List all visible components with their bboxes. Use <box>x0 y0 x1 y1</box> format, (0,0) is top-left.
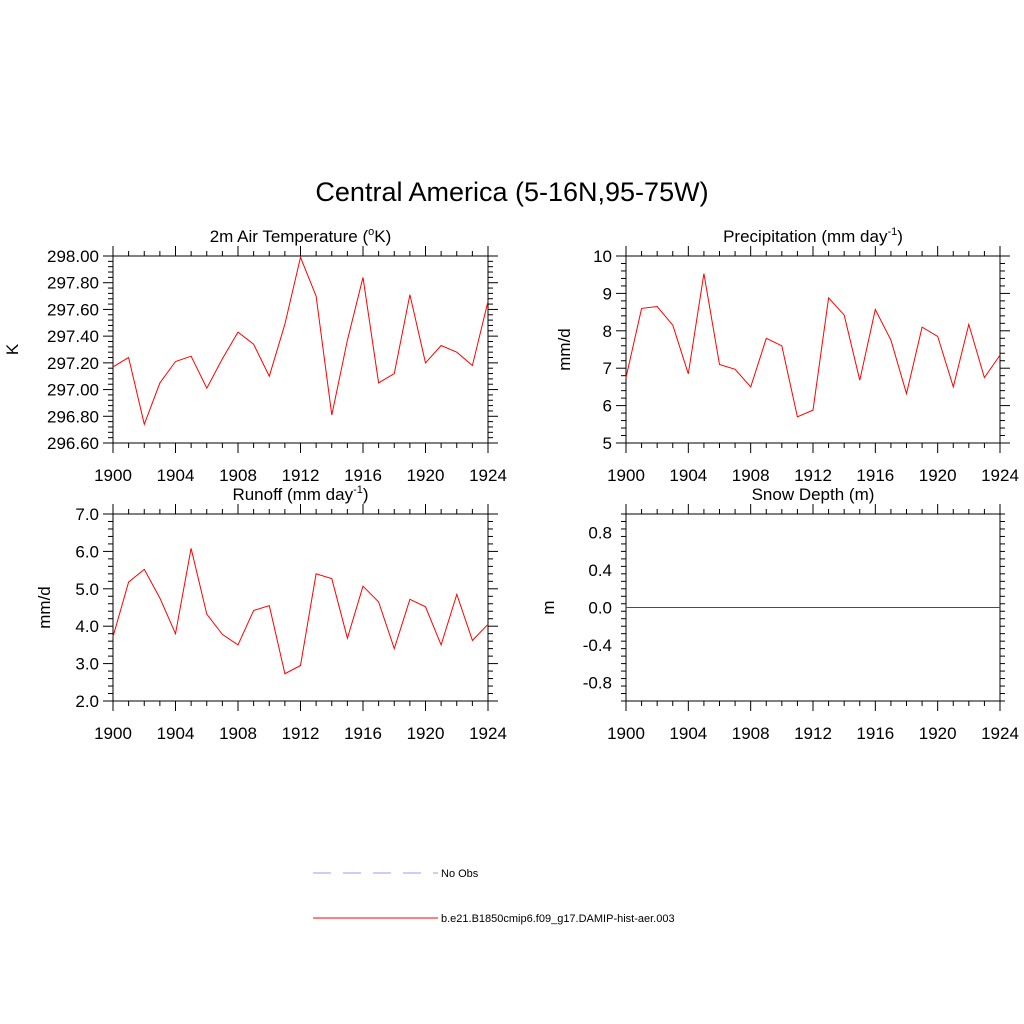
x-tick-label: 1908 <box>219 724 257 743</box>
x-tick-label: 1908 <box>732 466 770 485</box>
y-axis-label: mm/d <box>555 328 574 371</box>
panel-air-temperature: 2m Air Temperature (oK) K 1900 1904 1908 1912… <box>3 226 507 485</box>
x-tick-label: 1912 <box>794 724 832 743</box>
panel-title-text: Snow Depth (m) <box>752 485 875 504</box>
panel-title-superscript: o <box>368 226 374 238</box>
y-tick-label: 4.0 <box>75 617 99 636</box>
x-tick-label: 1912 <box>794 466 832 485</box>
y-tick-label: 6 <box>603 397 612 416</box>
x-tick-label: 1916 <box>856 724 894 743</box>
x-tick-label: 1916 <box>344 724 382 743</box>
x-tick-label: 1920 <box>919 466 957 485</box>
panel-title-superscript: -1 <box>353 484 363 496</box>
panel-title-text: 2m Air Temperature ( <box>210 227 369 246</box>
panel-title-superscript: -1 <box>887 226 897 238</box>
y-tick-label: 5.0 <box>75 580 99 599</box>
y-tick-label: 296.60 <box>47 434 99 453</box>
y-tick-label: 297.40 <box>47 327 99 346</box>
y-tick-label: 0.0 <box>588 599 612 618</box>
x-tick-label: 1904 <box>157 724 195 743</box>
x-tick-label: 1908 <box>219 466 257 485</box>
x-tick-label: 1924 <box>981 466 1019 485</box>
x-tick-label: 1924 <box>469 724 507 743</box>
series-line <box>112 548 489 675</box>
panel-snow-depth: Snow Depth (m) m 1900 1904 1908 1912 1916 1920 1… <box>539 485 1019 743</box>
panel-title-text: Runoff (mm day <box>232 485 353 504</box>
panel-title-tail: ) <box>897 227 903 246</box>
y-tick-label: 0.8 <box>588 524 612 543</box>
x-tick-label: 1916 <box>856 466 894 485</box>
y-tick-label: 10 <box>593 247 612 266</box>
y-tick-label: 0.4 <box>588 561 612 580</box>
y-tick-label: 297.20 <box>47 354 99 373</box>
y-tick-label: 7.0 <box>75 505 99 524</box>
x-tick-label: 1920 <box>407 724 445 743</box>
panel-title: Snow Depth (m) <box>752 485 875 504</box>
plot-frame <box>112 513 489 702</box>
x-tick-label: 1912 <box>282 724 320 743</box>
panel-title: 2m Air Temperature (oK) <box>210 226 392 246</box>
y-tick-label: 8 <box>603 322 612 341</box>
y-tick-label: 2.0 <box>75 692 99 711</box>
x-tick-label: 1920 <box>919 724 957 743</box>
x-tick-label: 1916 <box>344 466 382 485</box>
x-tick-label: 1908 <box>732 724 770 743</box>
x-tick-label: 1904 <box>669 466 707 485</box>
y-axis-label: K <box>3 343 22 355</box>
x-tick-label: 1900 <box>94 466 132 485</box>
x-tick-label: 1904 <box>669 724 707 743</box>
y-tick-label: -0.8 <box>583 673 612 692</box>
series-line <box>625 273 1001 418</box>
legend: No Obs b.e21.B1850cmip6.f09_g17.DAMIP-hi… <box>313 868 675 925</box>
panel-title: Precipitation (mm day-1) <box>723 226 903 246</box>
panel-title-text: Precipitation (mm day <box>723 227 888 246</box>
y-tick-label: 297.00 <box>47 381 99 400</box>
y-tick-label: 3.0 <box>75 655 99 674</box>
y-tick-label: -0.4 <box>583 636 612 655</box>
x-tick-label: 1920 <box>407 466 445 485</box>
x-tick-label: 1900 <box>94 724 132 743</box>
panel-precipitation: Precipitation (mm day-1) mm/d 1900 1904 1908… <box>555 226 1019 485</box>
y-tick-label: 296.80 <box>47 407 99 426</box>
x-tick-label: 1924 <box>981 724 1019 743</box>
x-tick-label: 1900 <box>607 466 645 485</box>
x-tick-label: 1924 <box>469 466 507 485</box>
panel-title-tail: ) <box>363 485 369 504</box>
y-tick-label: 5 <box>603 434 612 453</box>
panel-runoff: Runoff (mm day-1) mm/d 1900 1904 1908 1912 191… <box>35 484 507 743</box>
y-tick-label: 297.60 <box>47 300 99 319</box>
panel-title: Runoff (mm day-1) <box>232 484 368 504</box>
x-tick-label: 1904 <box>157 466 195 485</box>
series-line <box>112 255 489 427</box>
y-tick-label: 298.00 <box>47 247 99 266</box>
x-tick-label: 1900 <box>607 724 645 743</box>
legend-label-model: b.e21.B1850cmip6.f09_g17.DAMIP-hist-aer.… <box>441 913 675 925</box>
x-tick-label: 1912 <box>282 466 320 485</box>
y-axis-label: mm/d <box>35 586 54 629</box>
panel-title-tail: K) <box>374 227 391 246</box>
y-tick-label: 297.80 <box>47 274 99 293</box>
y-tick-label: 7 <box>603 359 612 378</box>
y-tick-label: 9 <box>603 284 612 303</box>
legend-label-no-obs: No Obs <box>441 868 479 880</box>
figure-title: Central America (5-16N,95-75W) <box>315 177 708 207</box>
y-axis-label: m <box>539 600 558 614</box>
plot-frame <box>112 255 489 444</box>
plot-frame <box>625 255 1001 444</box>
y-tick-label: 6.0 <box>75 542 99 561</box>
